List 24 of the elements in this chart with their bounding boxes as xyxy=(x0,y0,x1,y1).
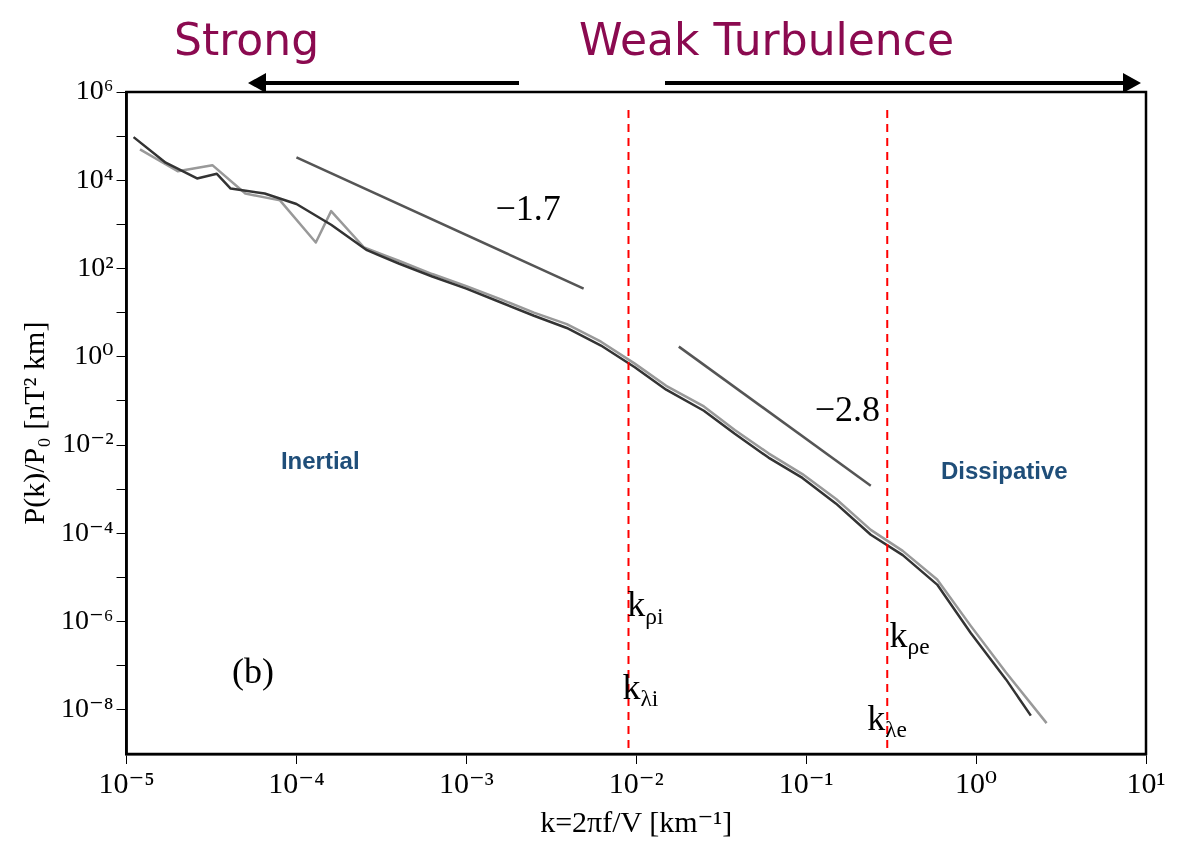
y-tick-label: 10⁻⁸ xyxy=(60,692,114,724)
annotation: −1.7 xyxy=(495,187,561,228)
x-tick-label: 10⁻⁴ xyxy=(268,765,325,799)
x-tick-label: 10⁻³ xyxy=(438,765,494,799)
y-tick-label: 10⁰ xyxy=(74,339,114,371)
y-tick-label: 10⁶ xyxy=(75,74,114,106)
annotation: Inertial xyxy=(280,447,360,475)
text: Strong xyxy=(174,14,320,66)
annotation: −2.8 xyxy=(814,388,880,429)
y-tick-label: 10⁻⁴ xyxy=(60,515,114,547)
y-tick-label: 10⁻² xyxy=(62,427,114,459)
x-tick-label: 10⁻⁵ xyxy=(98,765,155,799)
annotation: (b) xyxy=(231,651,274,692)
x-tick-label: 10⁻² xyxy=(608,765,664,799)
annotation: Dissipative xyxy=(940,457,1068,485)
y-axis-title: P(k)/P₀ [nT² km] xyxy=(16,321,51,525)
x-tick-label: 10⁰ xyxy=(955,765,998,799)
y-tick-label: 10⁴ xyxy=(75,162,114,194)
y-tick-label: 10⁻⁶ xyxy=(60,603,114,635)
x-axis-title: k=2πf/V [km⁻¹] xyxy=(540,804,733,838)
x-tick-label: 10⁻¹ xyxy=(778,765,834,799)
text: Weak Turbulence xyxy=(579,14,954,66)
x-tick-label: 10¹ xyxy=(1126,765,1166,799)
y-tick-label: 10² xyxy=(77,250,114,282)
